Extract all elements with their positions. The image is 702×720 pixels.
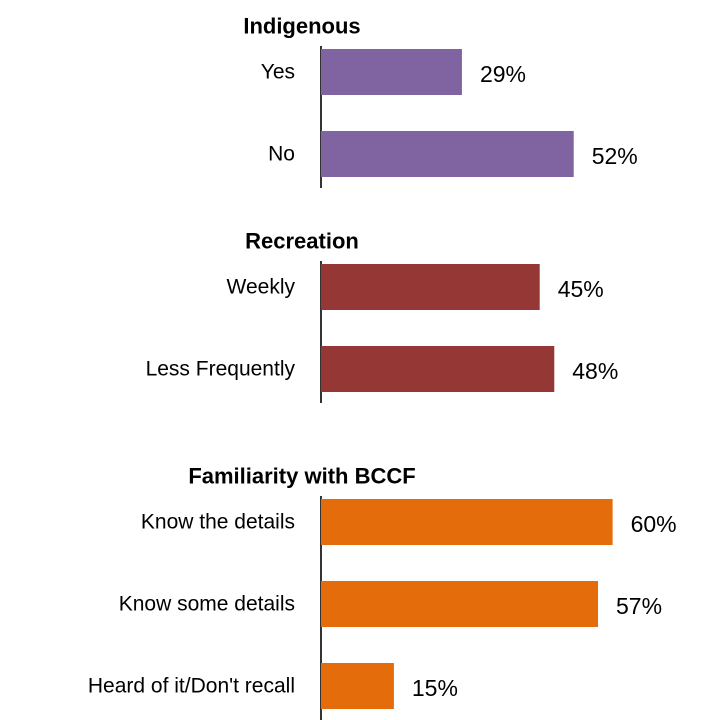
bar	[321, 264, 540, 310]
bar	[321, 581, 599, 627]
data-label: 15%	[412, 675, 458, 701]
category-label: Yes	[261, 61, 295, 84]
bar	[321, 663, 394, 709]
chart-group-0: Indigenous Yes 29% No 52%	[243, 14, 638, 188]
bar	[321, 499, 613, 545]
data-label: 48%	[572, 358, 618, 384]
group-title: Indigenous	[243, 14, 360, 39]
data-label: 52%	[592, 143, 638, 169]
data-label: 57%	[616, 593, 662, 619]
data-label: 60%	[631, 511, 677, 537]
group-title: Recreation	[245, 229, 359, 254]
category-label: Weekly	[227, 276, 296, 299]
category-label: No	[268, 143, 295, 166]
category-label: Less Frequently	[146, 358, 296, 381]
category-label: Know the details	[141, 511, 295, 534]
bar	[321, 49, 462, 95]
chart-group-1: Recreation Weekly 45% Less Frequently 48%	[146, 229, 618, 403]
group-title: Familiarity with BCCF	[188, 464, 415, 489]
chart-group-2: Familiarity with BCCF Know the details 60%…	[88, 464, 677, 720]
chart-groups: Indigenous Yes 29% No 52% Recreation Weekly 45%…	[88, 14, 677, 720]
category-label: Heard of it/Don't recall	[88, 675, 295, 698]
bar	[321, 131, 574, 177]
data-label: 29%	[480, 61, 526, 87]
bar	[321, 346, 555, 392]
data-label: 45%	[558, 276, 604, 302]
category-label: Know some details	[119, 593, 295, 616]
